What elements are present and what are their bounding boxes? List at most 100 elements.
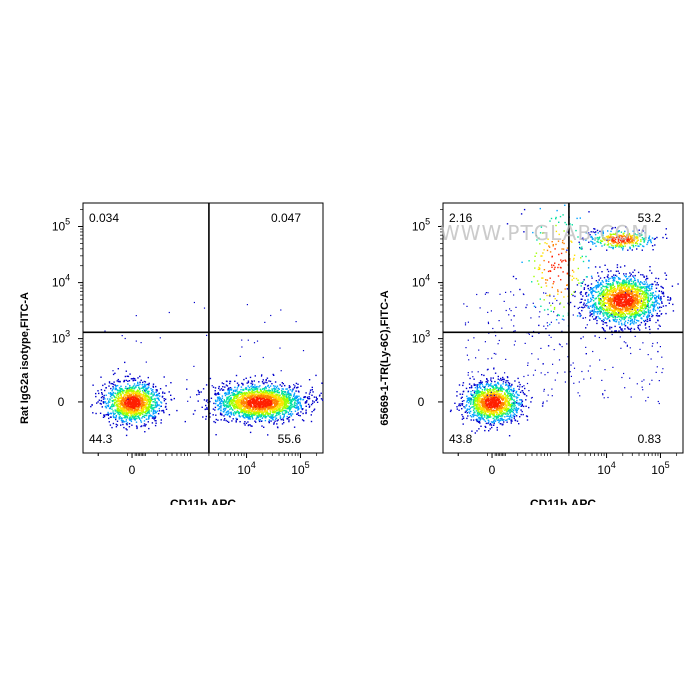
data-point — [248, 415, 250, 417]
data-point — [312, 400, 314, 402]
data-point — [247, 421, 249, 423]
data-point — [508, 409, 510, 411]
data-point — [124, 416, 127, 419]
data-point — [220, 406, 222, 408]
data-point — [248, 408, 250, 410]
data-point — [122, 403, 124, 405]
data-point — [229, 403, 231, 405]
data-point — [502, 404, 505, 406]
data-point — [260, 393, 262, 395]
data-point — [111, 405, 114, 408]
data-point — [478, 416, 480, 419]
data-point — [495, 411, 498, 413]
data-point — [262, 387, 264, 390]
data-point — [481, 389, 484, 391]
data-point — [127, 403, 130, 405]
data-point — [120, 413, 122, 415]
data-point — [476, 404, 478, 406]
data-point — [299, 401, 301, 403]
data-point — [122, 421, 124, 423]
data-point — [129, 406, 131, 408]
data-point — [477, 384, 479, 386]
data-point — [497, 390, 499, 392]
data-point — [258, 386, 260, 388]
data-point — [459, 393, 461, 395]
data-point — [271, 395, 273, 397]
data-point — [133, 415, 135, 417]
data-point — [517, 403, 519, 405]
data-point — [219, 406, 221, 408]
data-point — [469, 412, 471, 414]
data-point — [519, 399, 521, 401]
data-point — [519, 403, 522, 405]
data-point — [125, 420, 127, 423]
data-point — [111, 404, 113, 406]
data-point — [128, 387, 131, 390]
data-point — [236, 401, 238, 403]
data-point — [246, 416, 249, 418]
data-point — [277, 398, 279, 400]
data-point — [501, 403, 503, 405]
data-point — [272, 406, 275, 408]
data-point — [134, 407, 137, 409]
data-point — [226, 380, 228, 383]
data-point — [165, 402, 167, 405]
data-point — [493, 420, 495, 422]
data-point — [192, 413, 195, 415]
data-point — [243, 416, 245, 419]
data-point — [136, 384, 139, 387]
data-point — [149, 397, 151, 399]
data-point — [228, 391, 231, 394]
data-point — [147, 398, 149, 401]
data-point — [129, 393, 131, 395]
data-point — [103, 415, 106, 418]
data-point — [232, 392, 234, 394]
data-point — [483, 374, 485, 377]
data-point — [506, 389, 508, 391]
data-point — [113, 405, 115, 407]
data-point — [103, 401, 105, 403]
data-point — [279, 400, 281, 402]
data-point — [517, 394, 519, 396]
data-point — [117, 368, 119, 370]
data-point — [456, 406, 458, 408]
data-point — [222, 402, 224, 404]
data-point — [486, 388, 488, 390]
data-point — [512, 395, 515, 397]
data-point — [161, 395, 164, 398]
data-point — [483, 403, 485, 405]
data-point — [257, 398, 259, 401]
data-point — [236, 391, 238, 393]
data-point — [275, 408, 278, 411]
data-point — [284, 407, 286, 409]
data-point — [249, 431, 252, 434]
data-point — [136, 408, 138, 411]
data-point — [274, 412, 276, 414]
data-point — [135, 408, 137, 410]
data-point — [518, 423, 520, 425]
data-point — [493, 390, 495, 392]
data-point — [484, 389, 486, 391]
data-point — [126, 390, 128, 393]
data-point — [487, 415, 489, 417]
data-point — [482, 409, 485, 411]
data-point — [134, 405, 137, 408]
data-point — [497, 382, 499, 384]
data-point — [289, 393, 291, 395]
data-point — [240, 396, 242, 398]
data-point — [135, 393, 137, 396]
data-point — [299, 402, 301, 404]
data-point — [125, 408, 128, 410]
data-point — [280, 396, 282, 399]
data-point — [140, 411, 142, 414]
data-point — [269, 380, 272, 383]
data-point — [265, 401, 268, 403]
data-point — [486, 389, 488, 391]
data-point — [116, 408, 118, 411]
data-point — [128, 380, 131, 382]
data-point — [137, 416, 139, 418]
data-point — [232, 402, 234, 404]
data-point — [288, 398, 290, 401]
data-point — [482, 400, 484, 402]
data-point — [484, 406, 487, 408]
